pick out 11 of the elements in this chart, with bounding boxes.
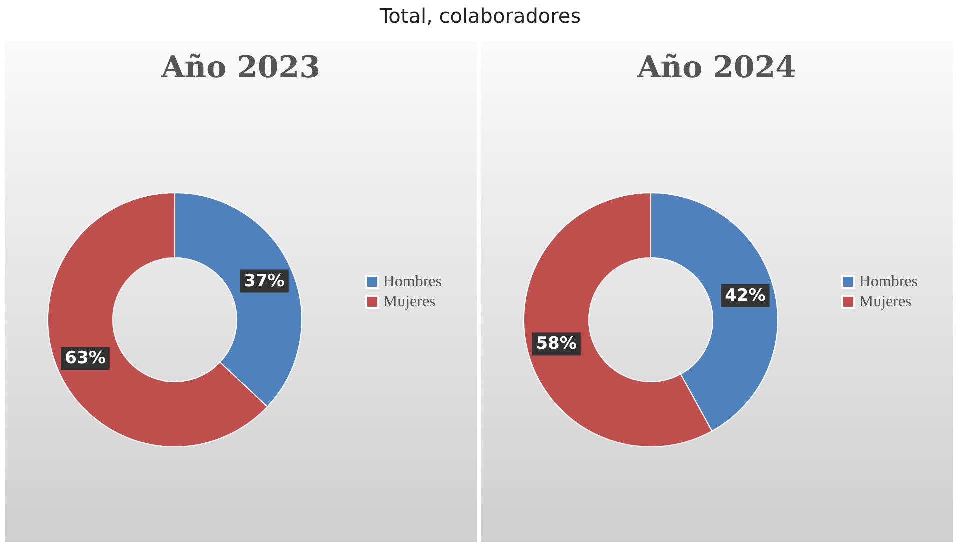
data-label: 63%	[65, 348, 106, 369]
legend-label: Mujeres	[383, 294, 436, 310]
data-label: 37%	[244, 271, 285, 292]
text: Total, colaboradores	[378, 4, 582, 28]
legend-label: Hombres	[383, 274, 442, 290]
data-label: 42%	[725, 286, 766, 306]
legend-label: Hombres	[859, 274, 918, 290]
chart-title: Año 2023	[160, 50, 321, 86]
chart-title: Año 2024	[636, 50, 797, 86]
legend-label: Mujeres	[859, 294, 912, 310]
data-label: 58%	[536, 334, 577, 354]
